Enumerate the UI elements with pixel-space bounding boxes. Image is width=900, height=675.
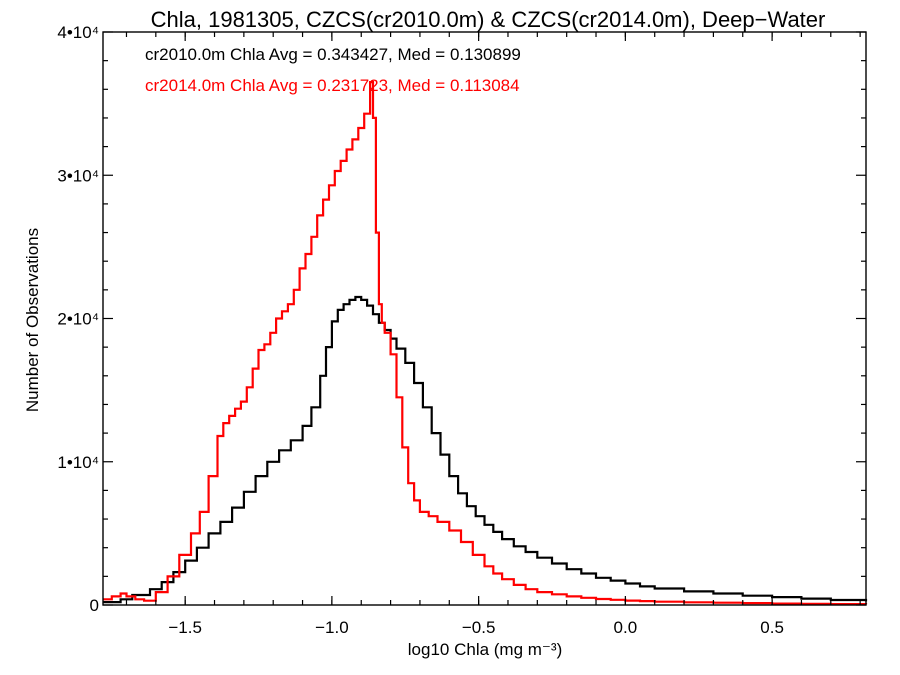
x-tick-label: −1.0 xyxy=(315,618,349,637)
x-axis-label: log10 Chla (mg m⁻³) xyxy=(408,640,562,659)
y-axis-ticks: 0 1•10⁴ 2•10⁴ 3•10⁴ 4•10⁴ xyxy=(57,23,866,615)
series-line-cr2010 xyxy=(103,295,868,604)
legend-entry-cr2010: cr2010.0m Chla Avg = 0.343427, Med = 0.1… xyxy=(145,45,521,64)
y-tick-label: 2•10⁴ xyxy=(57,310,99,329)
x-axis-ticks: −1.5 −1.0 −0.5 0.0 0.5 xyxy=(125,32,861,637)
y-tick-label: 4•10⁴ xyxy=(57,23,99,42)
x-tick-label: 0.0 xyxy=(614,618,638,637)
y-tick-label: 0 xyxy=(90,596,99,615)
y-axis-label: Number of Observations xyxy=(23,228,42,412)
chart-title: Chla, 1981305, CZCS(cr2010.0m) & CZCS(cr… xyxy=(151,7,826,32)
x-tick-label: 0.5 xyxy=(760,618,784,637)
series-line-cr2014 xyxy=(103,81,868,606)
series-layer xyxy=(103,81,868,606)
y-tick-label: 3•10⁴ xyxy=(57,166,99,185)
x-tick-label: −0.5 xyxy=(462,618,496,637)
legend-entry-cr2014: cr2014.0m Chla Avg = 0.231723, Med = 0.1… xyxy=(145,76,520,95)
y-tick-label: 1•10⁴ xyxy=(57,453,99,472)
x-tick-label: −1.5 xyxy=(168,618,202,637)
